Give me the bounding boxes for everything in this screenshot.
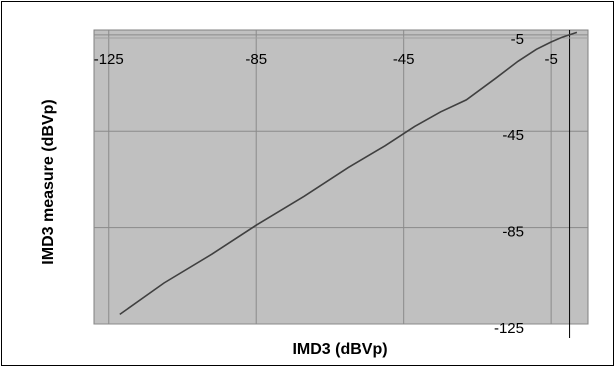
x-tick-label: -85 <box>245 51 267 68</box>
x-tick-label: -5 <box>544 51 557 68</box>
x-tick-label: -125 <box>94 51 124 68</box>
y-tick-label: -85 <box>502 224 524 241</box>
y-tick-label: -5 <box>511 31 524 48</box>
y-tick-label: -125 <box>494 320 524 337</box>
y-axis-title: IMD3 measure (dBVp) <box>40 99 57 264</box>
x-tick-label: -45 <box>393 51 415 68</box>
x-axis-title: IMD3 (dBVp) <box>292 341 387 358</box>
y-tick-label: -45 <box>502 127 524 144</box>
series-line <box>119 31 578 316</box>
